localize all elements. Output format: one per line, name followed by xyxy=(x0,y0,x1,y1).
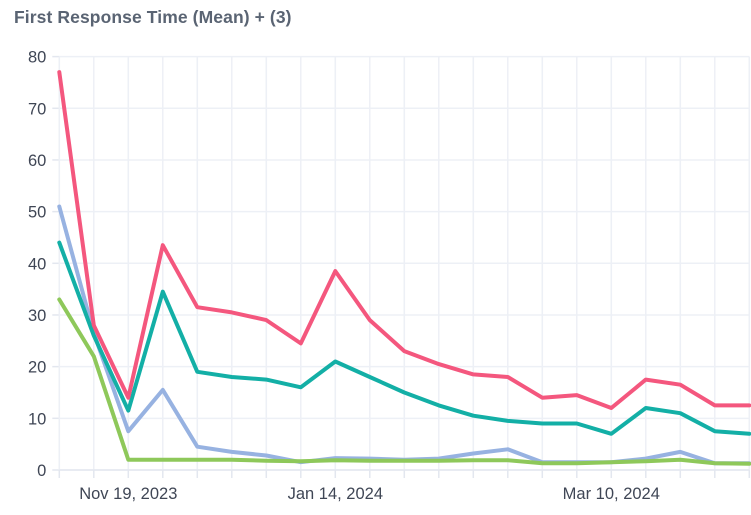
series-line-green xyxy=(57,297,751,466)
x-tick-label: Nov 19, 2023 xyxy=(79,485,177,503)
x-tick-label: Jan 14, 2024 xyxy=(288,485,383,503)
y-tick-label: 0 xyxy=(37,462,46,480)
series-line-teal xyxy=(57,240,751,436)
y-tick-label: 60 xyxy=(28,152,46,170)
y-tick-label: 40 xyxy=(28,255,46,273)
y-tick-label: 50 xyxy=(28,204,46,222)
y-tick-label: 10 xyxy=(28,410,46,428)
y-tick-label: 30 xyxy=(28,307,46,325)
series-line-pink xyxy=(57,70,751,410)
x-tick-label: Mar 10, 2024 xyxy=(563,485,660,503)
y-tick-label: 80 xyxy=(28,49,46,67)
y-tick-label: 20 xyxy=(28,359,46,377)
chart-title: First Response Time (Mean) + (3) xyxy=(14,7,292,27)
y-tick-label: 70 xyxy=(28,100,46,118)
